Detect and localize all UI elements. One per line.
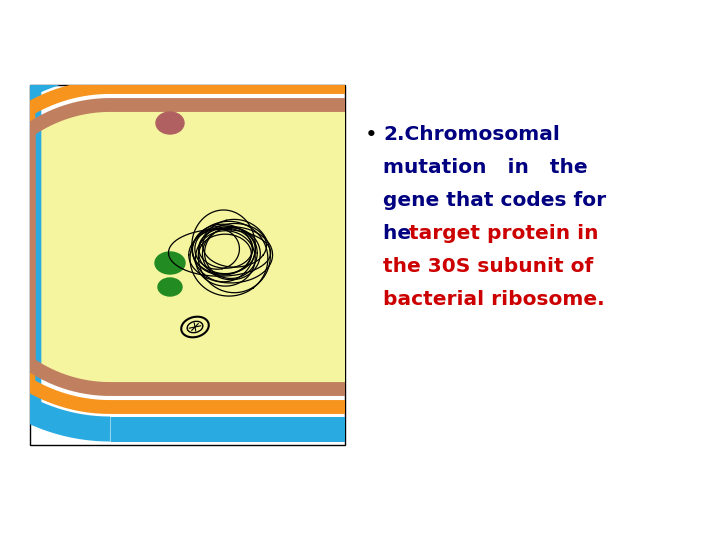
Ellipse shape: [155, 252, 185, 274]
Text: he: he: [383, 224, 418, 243]
Ellipse shape: [158, 278, 182, 296]
Text: mutation   in   the: mutation in the: [383, 158, 588, 177]
Text: gene that codes for: gene that codes for: [383, 191, 606, 210]
Text: Mechanism of resistance: Mechanism of resistance: [146, 25, 574, 55]
Text: •: •: [365, 125, 378, 145]
Text: target protein in: target protein in: [409, 224, 598, 243]
Text: bacterial ribosome.: bacterial ribosome.: [383, 290, 605, 309]
Text: 2.Chromosomal: 2.Chromosomal: [383, 125, 560, 144]
Text: the 30S subunit of: the 30S subunit of: [383, 257, 593, 276]
Bar: [200, 64, 213, 81]
Bar: [180, 64, 193, 81]
Bar: [30, 85, 345, 445]
Ellipse shape: [0, 103, 254, 391]
Ellipse shape: [156, 112, 184, 134]
Bar: [110, 103, 369, 391]
